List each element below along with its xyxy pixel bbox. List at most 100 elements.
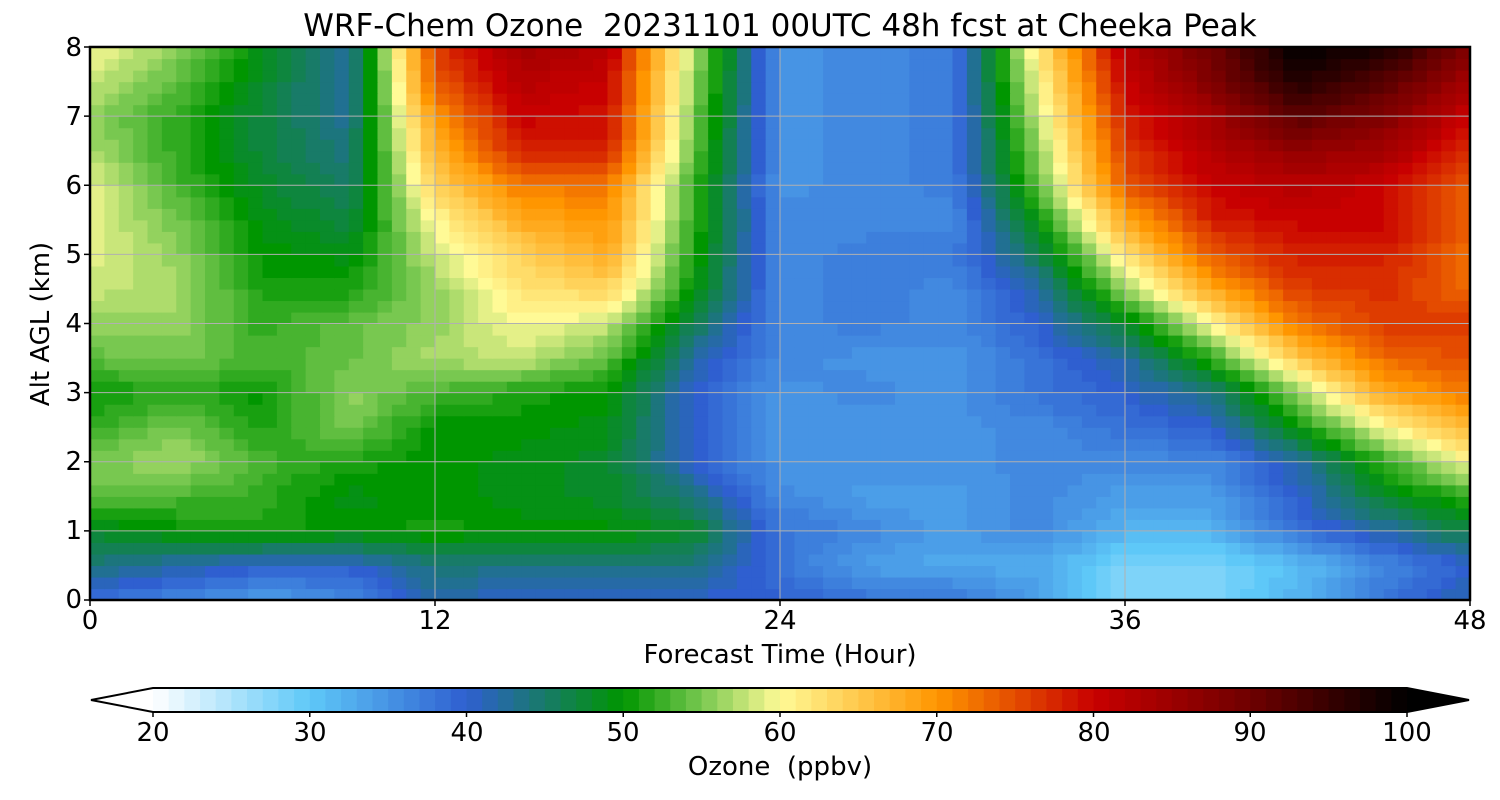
heatmap-cell [866,231,882,244]
heatmap-cell [118,196,134,209]
heatmap-cell [722,484,738,497]
heatmap-cell [1211,427,1227,440]
heatmap-cell [276,265,292,279]
heatmap-cell [492,173,508,186]
heatmap-cell [1024,208,1040,221]
heatmap-cell [147,335,163,348]
heatmap-cell [521,265,537,279]
heatmap-cell [550,404,565,417]
heatmap-cell [1010,519,1025,532]
heatmap-cell [851,139,867,152]
heatmap-cell [621,530,637,543]
heatmap-cell [1297,450,1313,463]
heatmap-cell [923,392,939,405]
heatmap-cell [1268,196,1284,209]
heatmap-cell [1398,392,1414,405]
heatmap-cell [650,311,666,325]
heatmap-cell [1182,438,1198,451]
heatmap-cell [1024,185,1040,198]
heatmap-cell [837,300,853,313]
heatmap-cell [1283,173,1299,186]
heatmap-cell [837,196,853,209]
heatmap-cell [90,242,105,255]
heatmap-cell [665,300,680,313]
heatmap-cell [463,208,479,221]
heatmap-cell [880,404,896,417]
heatmap-cell [391,127,407,140]
heatmap-cell [1297,208,1313,221]
heatmap-cell [1081,565,1097,578]
heatmap-cell [1441,369,1457,382]
heatmap-cell [1283,381,1299,394]
heatmap-cell [1225,519,1241,532]
heatmap-cell [248,185,264,198]
heatmap-cell [377,81,393,94]
heatmap-cell [1182,288,1198,302]
heatmap-cell [104,162,120,175]
heatmap-cell [219,47,235,60]
heatmap-cell [1283,70,1299,83]
heatmap-cell [909,496,925,509]
heatmap-cell [1168,392,1184,405]
heatmap-cell [665,116,680,129]
heatmap-cell [1254,300,1270,313]
heatmap-cell [1297,311,1313,325]
heatmap-cell [1125,116,1140,129]
heatmap-cell [708,461,724,474]
heatmap-cell [1268,311,1284,325]
heatmap-cell [823,565,839,578]
heatmap-cell [550,369,565,382]
heatmap-cell [276,415,292,428]
heatmap-cell [895,381,910,394]
heatmap-cell [104,288,120,302]
heatmap-cell [535,588,551,600]
heatmap-cell [966,519,982,532]
heatmap-cell [1412,381,1428,394]
heatmap-cell [981,208,997,221]
heatmap-cell [161,93,177,106]
heatmap-cell [722,127,738,140]
heatmap-cell [118,47,134,60]
heatmap-cell [1283,277,1299,290]
heatmap-cell [607,427,623,440]
heatmap-cell [521,173,537,186]
heatmap-cell [751,507,767,520]
heatmap-cell [391,369,407,382]
heatmap-cell [593,404,609,417]
heatmap-cell [909,530,925,543]
heatmap-cell [1153,415,1169,428]
heatmap-cell [1125,265,1140,279]
heatmap-cell [1125,507,1140,520]
heatmap-cell [679,70,695,83]
heatmap-cell [621,335,637,348]
heatmap-cell [550,427,565,440]
heatmap-cell [636,150,652,163]
colorbar-segment [200,688,217,712]
heatmap-cell [1153,219,1169,232]
heatmap-cell [722,381,738,394]
heatmap-cell [1326,438,1342,451]
heatmap-cell [880,335,896,348]
heatmap-cell [233,381,249,394]
heatmap-cell [1369,507,1385,520]
heatmap-cell [895,116,910,129]
heatmap-cell [492,127,508,140]
heatmap-cell [808,162,824,175]
heatmap-cell [1024,381,1040,394]
heatmap-cell [205,438,220,451]
heatmap-cell [1426,392,1442,405]
heatmap-cell [1182,565,1198,578]
heatmap-cell [190,70,206,83]
heatmap-cell [1455,450,1470,463]
colorbar-segment [1297,688,1314,712]
heatmap-cell [1125,588,1140,600]
heatmap-cell [650,242,666,255]
heatmap-cell [521,358,537,371]
heatmap-cell [794,473,810,486]
heatmap-cell [823,231,839,244]
heatmap-cell [219,196,235,209]
heatmap-cell [650,47,666,60]
heatmap-cell [837,358,853,371]
heatmap-cell [262,173,278,186]
heatmap-cell [205,254,220,267]
